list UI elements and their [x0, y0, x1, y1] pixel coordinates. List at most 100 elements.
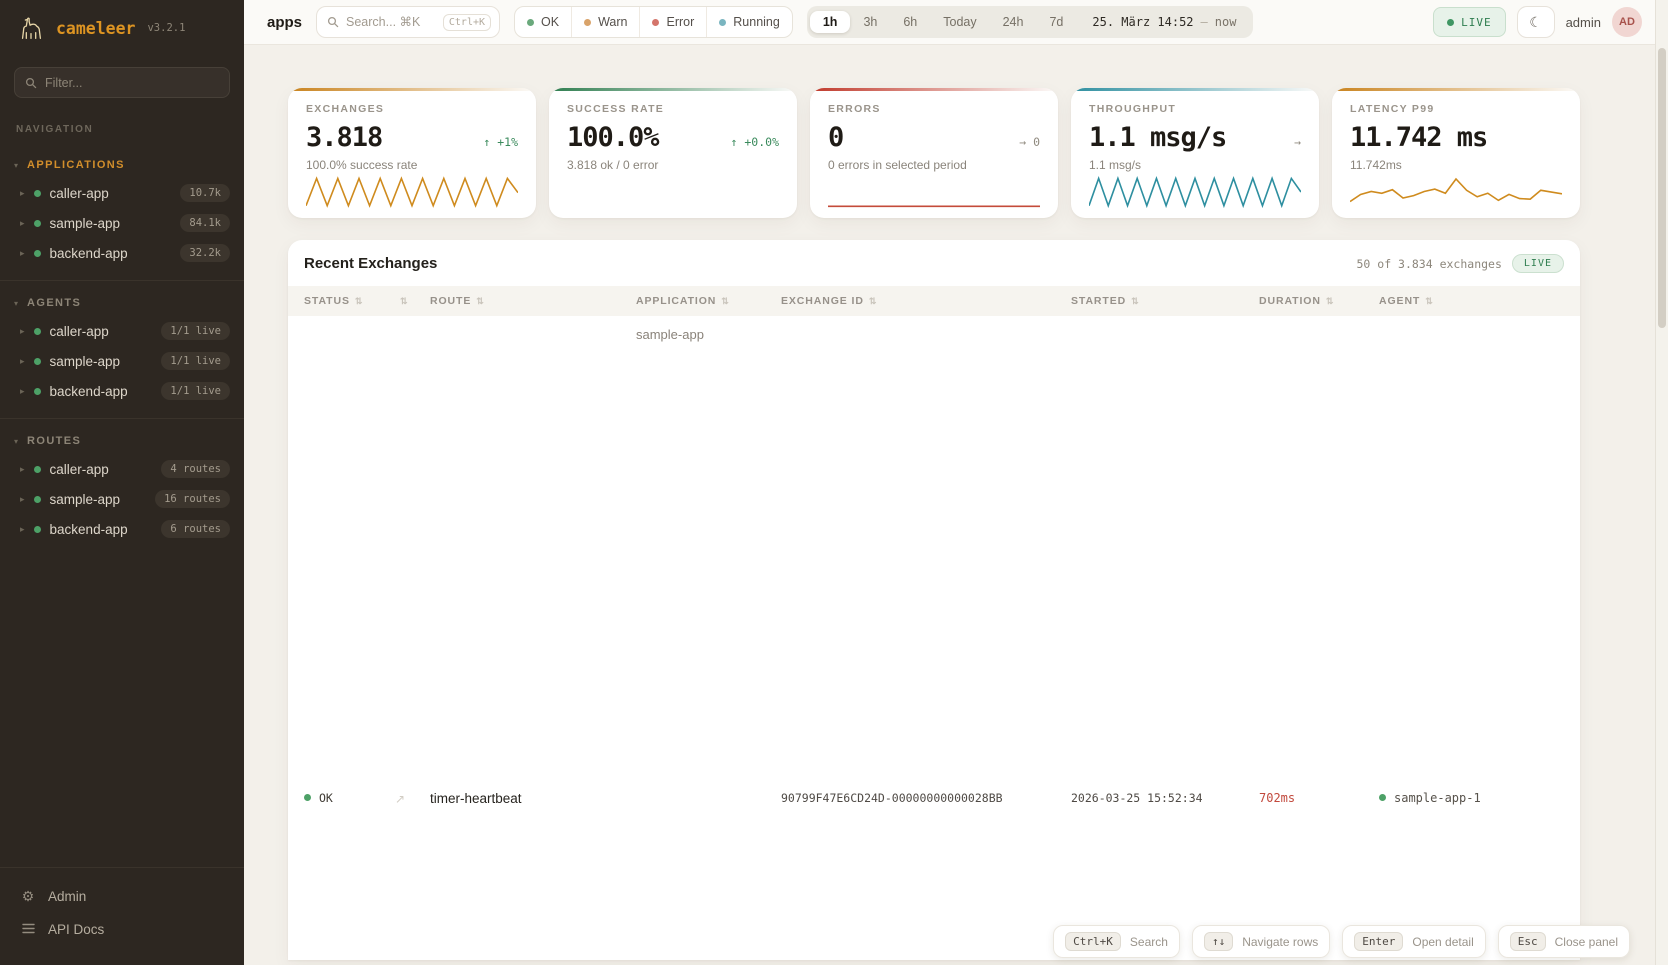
chevron-right-icon: ▸ — [20, 463, 25, 474]
time-range-24h[interactable]: 24h — [990, 11, 1037, 33]
filter-status-dot — [584, 18, 592, 26]
column-header-exchange-id[interactable]: EXCHANGE ID ⇅ — [771, 286, 1061, 316]
shortcut-close-panel: Esc Close panel — [1497, 925, 1630, 958]
sidebar-item-caller-app[interactable]: ▸ caller-app 10.7k — [0, 178, 244, 208]
search-input[interactable] — [346, 15, 436, 29]
context-label: apps — [267, 13, 303, 31]
shortcut-open-detail: Enter Open detail — [1342, 925, 1486, 958]
sidebar-item-backend-app[interactable]: ▸ backend-app 1/1 live — [0, 376, 244, 406]
sort-icon: ⇅ — [1325, 296, 1335, 306]
kbd-ctrl-k: Ctrl+K — [1065, 932, 1121, 951]
sort-icon: ⇅ — [1131, 296, 1140, 306]
time-range-today[interactable]: Today — [930, 11, 989, 33]
shortcut-navigate-rows: ↑↓ Navigate rows — [1191, 925, 1331, 958]
status-label: OK — [319, 791, 333, 806]
column-header-application[interactable]: APPLICATION ⇅ — [626, 286, 771, 316]
time-range-6h[interactable]: 6h — [890, 11, 930, 33]
filter-chip-warn[interactable]: Warn — [571, 7, 639, 37]
sidebar-item-caller-app[interactable]: ▸ caller-app 4 routes — [0, 454, 244, 484]
sidebar-item-backend-app[interactable]: ▸ backend-app 6 routes — [0, 514, 244, 544]
status-cell: OK — [288, 316, 385, 960]
live-toggle[interactable]: LIVE — [1433, 7, 1506, 37]
section-header-applications[interactable]: ▾ APPLICATIONS — [14, 159, 125, 171]
sparkline-exchanges — [306, 173, 518, 209]
stat-card-success-rate: SUCCESS RATE 100.0% ↑ +0.0% 3.818 ok / 0 er… — [549, 88, 797, 218]
chevron-right-icon: ▸ — [20, 187, 25, 198]
item-count-badge: 16 routes — [155, 490, 230, 508]
agent-label: sample-app-1 — [1394, 791, 1481, 806]
card-accent-bar — [549, 88, 797, 91]
filter-chip-ok[interactable]: OK — [515, 7, 571, 37]
brand-name: cameleer — [56, 18, 136, 38]
column-header-status[interactable]: STATUS ⇅ — [288, 286, 385, 316]
sidebar-footer: ⚙ Admin API Docs — [0, 867, 244, 965]
status-dot — [33, 189, 41, 197]
status-dot — [33, 249, 41, 257]
scrollbar-thumb[interactable] — [1658, 48, 1666, 328]
time-range-1h[interactable]: 1h — [809, 11, 851, 33]
column-header-started[interactable]: STARTED ⇅ — [1061, 286, 1249, 316]
column-header-duration[interactable]: DURATION ⇅ — [1249, 286, 1369, 316]
exchange-table-body: OK ↗ timer-heartbeat sample-app 90799F47E6CD… — [288, 316, 1580, 960]
stat-card-throughput: THROUGHPUT 1.1 msg/s → 1.1 msg/s — [1071, 88, 1319, 218]
theme-toggle-button[interactable]: ☾ — [1516, 6, 1555, 38]
sidebar-item-api-docs[interactable]: API Docs — [16, 913, 228, 945]
item-count-badge: 84.1k — [180, 214, 230, 232]
stat-label: THROUGHPUT — [1089, 103, 1177, 115]
item-count-badge: 10.7k — [180, 184, 230, 202]
stat-subtitle: 0 errors in selected period — [828, 158, 967, 172]
sparkline-throughput — [1089, 173, 1301, 209]
kbd-esc: Esc — [1509, 932, 1546, 951]
sidebar-section-routes: ▾ ROUTES ▸ caller-app 4 routes ▸ sample-app 16 … — [0, 418, 244, 556]
sidebar-section-agents: ▾ AGENTS ▸ caller-app 1/1 live ▸ sample-app 1/1… — [0, 280, 244, 418]
table-row[interactable]: OK ↗ timer-heartbeat sample-app 90799F47E6CD… — [288, 316, 1580, 960]
sidebar-item-backend-app[interactable]: ▸ backend-app 32.2k — [0, 238, 244, 268]
column-header-agent[interactable]: AGENT ⇅ — [1369, 286, 1580, 316]
sidebar-item-admin[interactable]: ⚙ Admin — [16, 880, 228, 913]
sidebar-item-sample-app[interactable]: ▸ sample-app 16 routes — [0, 484, 244, 514]
sidebar-item-sample-app[interactable]: ▸ sample-app 84.1k — [0, 208, 244, 238]
stat-label: LATENCY P99 — [1350, 103, 1435, 115]
content: EXCHANGES 3.818 ↑ +1% 100.0% success rate SU… — [244, 45, 1668, 965]
chevron-right-icon: ▸ — [20, 385, 25, 396]
sidebar-sections: ▾ APPLICATIONS ▸ caller-app 10.7k ▸ sample-app… — [0, 143, 244, 867]
column-header-route[interactable]: ROUTE ⇅ — [420, 286, 626, 316]
started-cell: 2026-03-25 15:52:34 — [1071, 791, 1203, 806]
date-start: 25. März 14:52 — [1092, 15, 1194, 29]
stat-subtitle: 100.0% success rate — [306, 158, 418, 172]
stat-value: 11.742 ms — [1350, 122, 1488, 153]
navigation-label: NAVIGATION — [16, 124, 94, 135]
chevron-right-icon: ▸ — [20, 325, 25, 336]
status-dot — [33, 357, 41, 365]
time-range-group: 1h 3h 6h Today 24h 7d — [809, 11, 1077, 33]
section-header-agents[interactable]: ▾ AGENTS — [14, 297, 82, 309]
shortcut-search: Ctrl+K Search — [1053, 925, 1180, 958]
avatar[interactable]: AD — [1612, 7, 1642, 37]
time-range-7d[interactable]: 7d — [1036, 11, 1076, 33]
search-icon — [327, 16, 339, 28]
brand: cameleer v3.2.1 — [0, 0, 244, 53]
sidebar-filter-input[interactable] — [45, 75, 219, 90]
stat-value: 100.0% — [567, 122, 660, 153]
application-cell: sample-app — [636, 327, 704, 342]
status-dot — [33, 525, 41, 533]
filter-chip-error[interactable]: Error — [639, 7, 706, 37]
status-dot — [33, 387, 41, 395]
time-range-3h[interactable]: 3h — [850, 11, 890, 33]
kbd-enter: Enter — [1354, 932, 1404, 951]
status-filter-group: OK Warn Error Running — [514, 6, 793, 38]
sort-icon: ⇅ — [868, 296, 878, 306]
sidebar-footer-label: API Docs — [48, 921, 105, 937]
route-cell: timer-heartbeat — [430, 790, 522, 806]
sidebar-item-caller-app[interactable]: ▸ caller-app 1/1 live — [0, 316, 244, 346]
item-count-badge: 32.2k — [180, 244, 230, 262]
filter-chip-running[interactable]: Running — [706, 7, 792, 37]
section-header-routes[interactable]: ▾ ROUTES — [14, 435, 82, 447]
sidebar-item-sample-app[interactable]: ▸ sample-app 1/1 live — [0, 346, 244, 376]
panel-header-right: 50 of 3.834 exchanges LIVE — [1357, 254, 1564, 273]
expand-icon[interactable]: ↗ — [395, 791, 406, 806]
stat-subtitle: 1.1 msg/s — [1089, 158, 1142, 172]
column-header-expand[interactable]: ⇅ — [385, 286, 420, 316]
status-ok-dot — [304, 794, 311, 802]
